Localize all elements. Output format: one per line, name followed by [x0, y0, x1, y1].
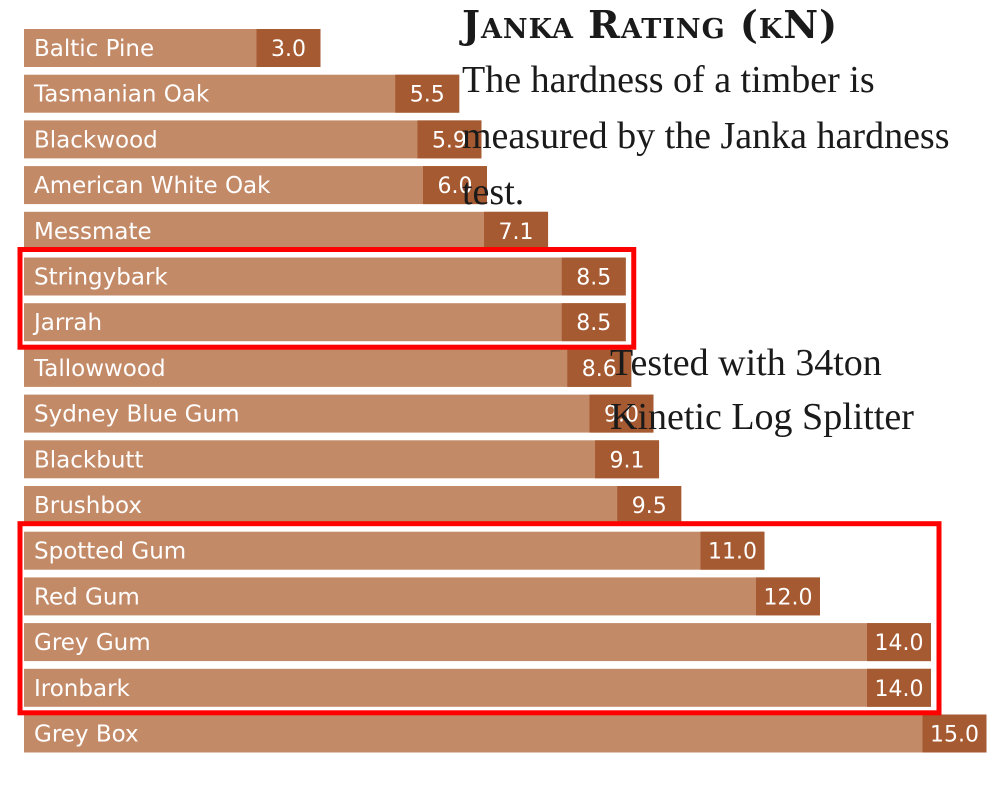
value-label-jarrah: 8.5: [576, 311, 611, 336]
bar-row-ironbark: Ironbark 14.0: [24, 668, 931, 707]
category-label-tallowwood: Tallowwood: [33, 356, 166, 382]
bar-row-blackwood: Blackwood 5.9: [24, 120, 482, 159]
category-label-grey-box: Grey Box: [34, 722, 139, 748]
bar-row-stringybark: Stringybark 8.5: [24, 257, 626, 296]
bar-grey-gum: [24, 623, 931, 662]
category-label-baltic-pine: Baltic Pine: [34, 36, 154, 62]
category-label-spotted-gum: Spotted Gum: [34, 539, 186, 565]
value-box-jarrah: [561, 303, 626, 342]
bar-row-spotted-gum: Spotted Gum 11.0: [24, 531, 765, 570]
category-label-blackbutt: Blackbutt: [34, 447, 143, 473]
value-box-sydney-blue-gum: [589, 394, 654, 433]
bar-row-blackbutt: Blackbutt 9.1: [24, 440, 660, 479]
value-label-sydney-blue-gum: 9.0: [604, 403, 639, 428]
value-label-baltic-pine: 3.0: [271, 37, 306, 62]
category-label-stringybark: Stringybark: [34, 265, 168, 291]
bar-row-brushbox: Brushbox 9.5: [24, 486, 682, 524]
value-label-grey-box: 15.0: [930, 723, 979, 748]
bar-jarrah: [24, 303, 626, 342]
value-box-ironbark: [867, 668, 931, 707]
bar-blackwood: [24, 120, 482, 159]
value-box-messmate: [484, 211, 549, 250]
bar-tallowwood: [24, 348, 632, 387]
value-box-blackwood: [417, 120, 482, 159]
category-label-tasmanian-oak: Tasmanian Oak: [33, 82, 210, 108]
category-label-messmate: Messmate: [34, 219, 152, 245]
value-box-tasmanian-oak: [395, 74, 460, 113]
value-label-brushbox: 9.5: [632, 494, 667, 519]
test-annotation: Tested with 34ton Kinetic Log Splitter: [610, 342, 914, 438]
value-label-ironbark: 14.0: [875, 677, 924, 702]
category-label-ironbark: Ironbark: [34, 676, 131, 702]
value-label-stringybark: 8.5: [576, 266, 611, 291]
highlight-box-1: [17, 247, 637, 350]
value-box-red-gum: [756, 577, 820, 616]
category-label-blackwood: Blackwood: [34, 127, 158, 153]
value-label-blackwood: 5.9: [432, 128, 467, 153]
value-box-grey-box: [922, 714, 987, 753]
value-label-red-gum: 12.0: [764, 585, 813, 610]
category-label-sydney-blue-gum: Sydney Blue Gum: [34, 402, 239, 428]
category-label-american-white-oak: American White Oak: [34, 173, 271, 199]
bar-row-tasmanian-oak: Tasmanian Oak 5.5: [24, 74, 460, 113]
value-label-tallowwood: 8.6: [582, 357, 617, 382]
value-box-blackbutt: [595, 440, 660, 479]
value-box-tallowwood: [567, 348, 632, 387]
category-label-jarrah: Jarrah: [32, 310, 102, 336]
bar-stringybark: [24, 257, 626, 296]
bar-grey-box: [24, 714, 987, 753]
value-label-grey-gum: 14.0: [875, 631, 924, 656]
bar-row-grey-gum: Grey Gum 14.0: [24, 623, 931, 662]
chart-title: Janka Rating (kN): [462, 2, 839, 47]
bar-row-red-gum: Red Gum 12.0: [24, 577, 820, 616]
bar-row-grey-box: Grey Box 15.0: [24, 714, 987, 753]
value-box-spotted-gum: [700, 531, 765, 570]
value-box-brushbox: [617, 486, 682, 524]
bar-row-sydney-blue-gum: Sydney Blue Gum 9.0: [24, 394, 654, 433]
category-label-grey-gum: Grey Gum: [34, 630, 151, 656]
bar-spotted-gum: [24, 531, 765, 570]
category-label-brushbox: Brushbox: [34, 493, 142, 519]
bar-row-messmate: Messmate 7.1: [24, 211, 549, 250]
bar-tasmanian-oak: [24, 74, 460, 113]
bar-row-american-white-oak: American White Oak 6.0: [24, 166, 487, 205]
value-box-stringybark: [561, 257, 626, 296]
value-label-tasmanian-oak: 5.5: [410, 83, 445, 108]
value-box-american-white-oak: [423, 166, 487, 205]
bar-messmate: [24, 211, 549, 250]
bar-sydney-blue-gum: [24, 394, 654, 433]
bar-brushbox: [24, 486, 682, 524]
bar-blackbutt: [24, 440, 660, 479]
highlight-box-2: [17, 521, 942, 716]
value-box-grey-gum: [867, 623, 931, 662]
value-label-american-white-oak: 6.0: [438, 174, 473, 199]
bar-red-gum: [24, 577, 820, 616]
value-label-blackbutt: 9.1: [610, 448, 645, 473]
chart-subtitle: The hardness of a timber is measured by …: [462, 59, 950, 213]
bar-row-tallowwood: Tallowwood 8.6: [24, 348, 632, 387]
bar-american-white-oak: [24, 166, 487, 205]
value-label-messmate: 7.1: [499, 220, 534, 245]
category-label-red-gum: Red Gum: [34, 584, 140, 610]
bar-row-baltic-pine: Baltic Pine 3.0: [24, 29, 321, 67]
bar-row-jarrah: Jarrah 8.5: [24, 303, 626, 342]
value-box-baltic-pine: [256, 29, 321, 67]
value-label-spotted-gum: 11.0: [708, 540, 757, 565]
bar-ironbark: [24, 668, 931, 707]
